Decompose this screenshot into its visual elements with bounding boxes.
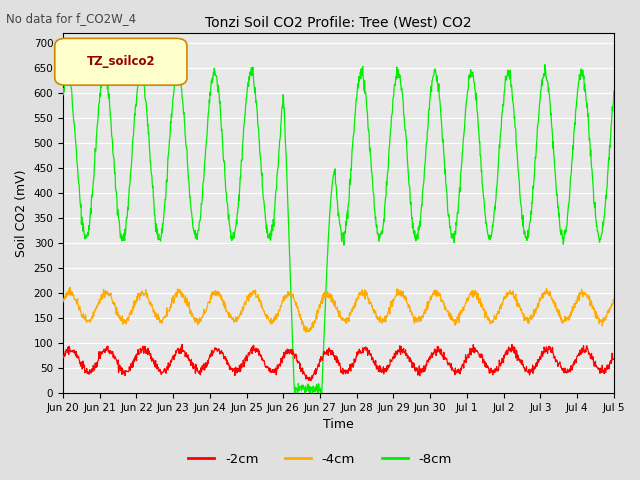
FancyBboxPatch shape — [55, 38, 187, 85]
Legend: -2cm, -4cm, -8cm: -2cm, -4cm, -8cm — [183, 447, 457, 471]
Text: No data for f_CO2W_4: No data for f_CO2W_4 — [6, 12, 136, 25]
Title: Tonzi Soil CO2 Profile: Tree (West) CO2: Tonzi Soil CO2 Profile: Tree (West) CO2 — [205, 15, 472, 29]
Text: TZ_soilco2: TZ_soilco2 — [86, 55, 155, 68]
X-axis label: Time: Time — [323, 419, 354, 432]
Y-axis label: Soil CO2 (mV): Soil CO2 (mV) — [15, 169, 28, 257]
